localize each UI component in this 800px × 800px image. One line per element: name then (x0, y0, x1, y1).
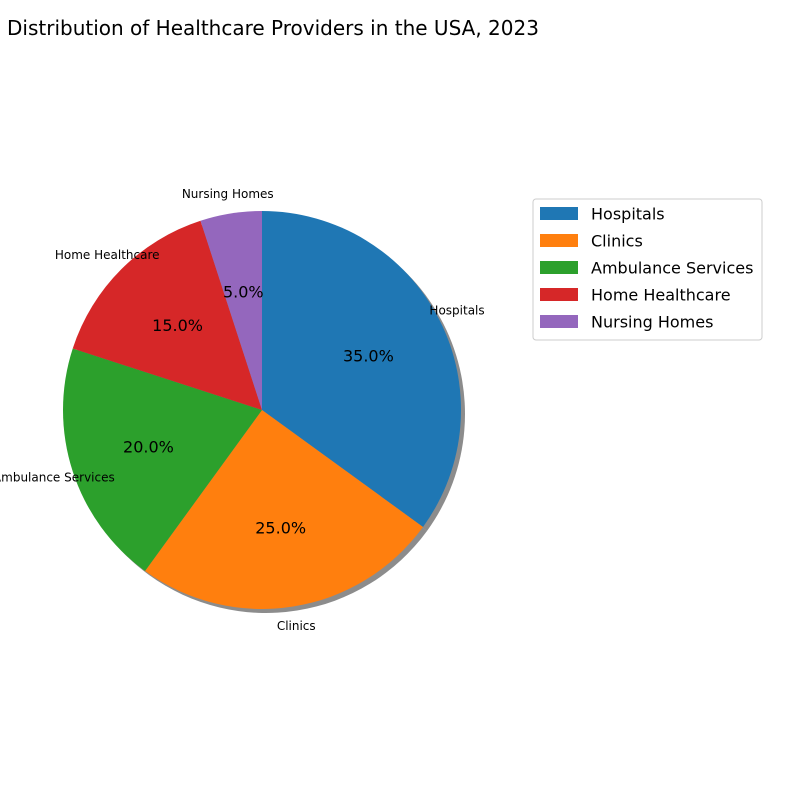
percent-labels: 35.0% 25.0% 20.0% 15.0% 5.0% (123, 283, 394, 538)
legend-entries: Hospitals Clinics Ambulance Services Home H… (540, 205, 753, 332)
legend-swatch-hospitals (540, 207, 578, 220)
slice-label-ambulance-services: Ambulance Services (0, 471, 115, 485)
slice-clinics (145, 410, 423, 609)
legend-frame (532, 198, 763, 341)
legend-swatch-nursing-homes (540, 315, 578, 328)
slice-ambulance-services (63, 348, 262, 571)
percent-label-nursing-homes: 5.0% (223, 283, 264, 302)
pie-slices (63, 211, 461, 609)
slice-nursing-homes (200, 211, 262, 410)
slice-hospitals (262, 211, 461, 527)
legend-swatch-home-healthcare (540, 288, 578, 301)
legend-swatch-ambulance-services (540, 261, 578, 274)
legend-label-clinics: Clinics (591, 232, 643, 251)
slice-label-nursing-homes: Nursing Homes (182, 187, 274, 201)
slice-label-clinics: Clinics (277, 619, 316, 633)
legend-label-nursing-homes: Nursing Homes (591, 313, 713, 332)
percent-label-ambulance-services: 20.0% (123, 437, 174, 456)
percent-label-hospitals: 35.0% (343, 346, 394, 365)
legend-label-home-healthcare: Home Healthcare (591, 286, 731, 305)
legend-label-hospitals: Hospitals (591, 205, 665, 224)
slice-labels: Hospitals Clinics Ambulance Services Home H… (0, 187, 485, 633)
percent-label-home-healthcare: 15.0% (152, 316, 203, 335)
chart-title: Distribution of Healthcare Providers in … (7, 16, 539, 40)
legend: Hospitals Clinics Ambulance Services Home H… (532, 198, 763, 341)
percent-label-clinics: 25.0% (255, 518, 306, 537)
slice-label-home-healthcare: Home Healthcare (55, 248, 160, 262)
slice-label-hospitals: Hospitals (429, 304, 484, 318)
slice-home-healthcare (72, 220, 263, 410)
legend-label-ambulance-services: Ambulance Services (591, 259, 753, 278)
legend-swatch-clinics (540, 234, 578, 247)
